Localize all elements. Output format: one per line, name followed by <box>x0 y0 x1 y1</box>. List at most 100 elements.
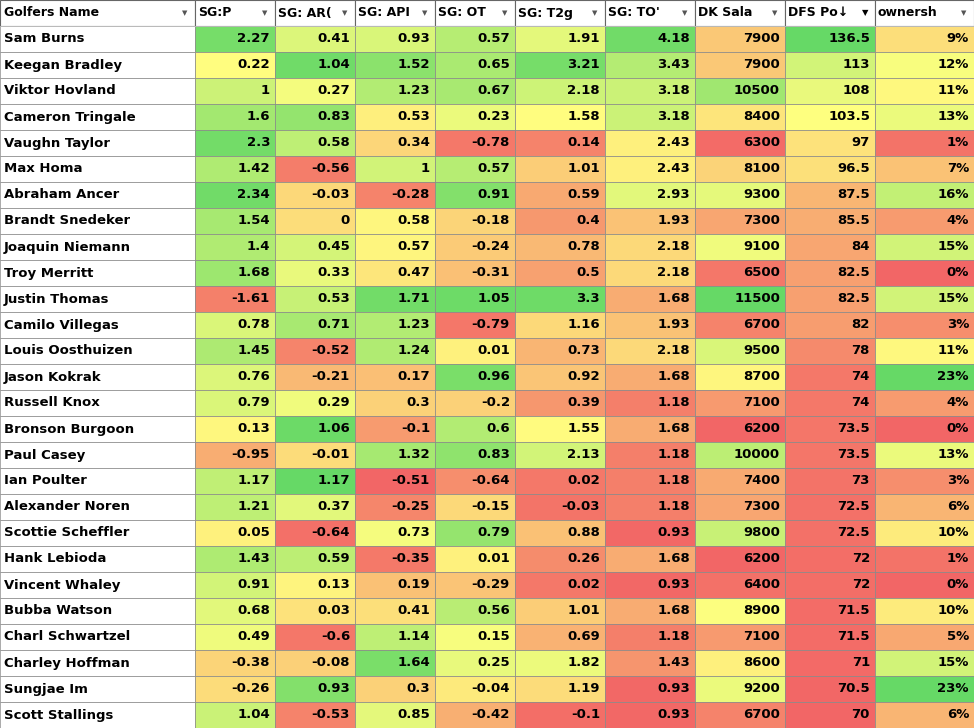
Text: 82.5: 82.5 <box>838 266 870 280</box>
Text: 0.13: 0.13 <box>238 422 270 435</box>
Bar <box>605 702 695 728</box>
Bar <box>0 520 195 546</box>
Bar <box>355 702 435 728</box>
Bar <box>0 156 195 182</box>
Text: 73.5: 73.5 <box>838 448 870 462</box>
Text: 1: 1 <box>421 162 430 175</box>
Bar <box>275 624 355 650</box>
Text: 3.3: 3.3 <box>577 293 600 306</box>
Text: -0.15: -0.15 <box>471 501 510 513</box>
Bar <box>515 52 605 78</box>
Bar <box>695 702 785 728</box>
Bar <box>195 650 275 676</box>
Text: 6700: 6700 <box>743 708 780 721</box>
Text: 1.6: 1.6 <box>246 111 270 124</box>
Bar <box>695 104 785 130</box>
Text: 2.43: 2.43 <box>657 136 690 149</box>
Bar <box>275 494 355 520</box>
Text: 1.21: 1.21 <box>238 501 270 513</box>
Text: 0.01: 0.01 <box>477 553 510 566</box>
Bar <box>0 130 195 156</box>
Text: 6%: 6% <box>947 708 969 721</box>
Text: ▼: ▼ <box>683 10 688 16</box>
Text: 1.68: 1.68 <box>657 553 690 566</box>
Text: 0.92: 0.92 <box>568 371 600 384</box>
Text: 0.76: 0.76 <box>238 371 270 384</box>
Bar <box>0 78 195 104</box>
Text: ▼: ▼ <box>262 10 268 16</box>
Text: -0.08: -0.08 <box>312 657 350 670</box>
Text: 2.27: 2.27 <box>238 33 270 45</box>
Bar <box>355 52 435 78</box>
Bar <box>515 624 605 650</box>
Bar <box>355 624 435 650</box>
Text: 1.68: 1.68 <box>657 422 690 435</box>
Bar <box>515 520 605 546</box>
Bar <box>515 104 605 130</box>
Bar <box>875 312 974 338</box>
Text: ownersh: ownersh <box>878 7 938 20</box>
Text: 1.68: 1.68 <box>657 371 690 384</box>
Bar <box>875 520 974 546</box>
Bar <box>435 26 515 52</box>
Text: 96.5: 96.5 <box>838 162 870 175</box>
Bar <box>605 676 695 702</box>
Bar <box>515 598 605 624</box>
Bar <box>355 468 435 494</box>
Text: 0.56: 0.56 <box>477 604 510 617</box>
Text: -0.04: -0.04 <box>471 683 510 695</box>
Text: 1.45: 1.45 <box>238 344 270 357</box>
Text: Golfers Name: Golfers Name <box>4 7 99 20</box>
Bar <box>0 624 195 650</box>
Bar <box>515 26 605 52</box>
Bar <box>435 234 515 260</box>
Text: 85.5: 85.5 <box>838 215 870 227</box>
Bar <box>195 702 275 728</box>
Bar <box>275 702 355 728</box>
Bar <box>875 598 974 624</box>
Text: 0.5: 0.5 <box>577 266 600 280</box>
Bar <box>875 260 974 286</box>
Text: 74: 74 <box>851 371 870 384</box>
Text: 0.78: 0.78 <box>567 240 600 253</box>
Text: -0.18: -0.18 <box>471 215 510 227</box>
Bar <box>435 702 515 728</box>
Bar <box>515 78 605 104</box>
Text: Jason Kokrak: Jason Kokrak <box>4 371 101 384</box>
Text: 1.68: 1.68 <box>238 266 270 280</box>
Bar <box>785 182 875 208</box>
Text: Vincent Whaley: Vincent Whaley <box>4 579 121 591</box>
Text: -0.79: -0.79 <box>471 319 510 331</box>
Text: Ian Poulter: Ian Poulter <box>4 475 87 488</box>
Text: -0.52: -0.52 <box>312 344 350 357</box>
Text: 0.93: 0.93 <box>657 526 690 539</box>
Text: -0.78: -0.78 <box>471 136 510 149</box>
Bar <box>355 676 435 702</box>
Bar <box>195 676 275 702</box>
Text: ▼: ▼ <box>423 10 428 16</box>
Bar <box>695 416 785 442</box>
Text: -0.2: -0.2 <box>481 397 510 409</box>
Bar <box>355 364 435 390</box>
Bar <box>695 156 785 182</box>
Bar <box>435 494 515 520</box>
Bar <box>195 338 275 364</box>
Text: 4%: 4% <box>947 397 969 409</box>
Bar <box>0 416 195 442</box>
Bar <box>275 598 355 624</box>
Bar <box>695 0 785 26</box>
Bar <box>435 650 515 676</box>
Bar <box>515 546 605 572</box>
Bar <box>435 52 515 78</box>
Bar <box>515 234 605 260</box>
Text: 1.64: 1.64 <box>397 657 430 670</box>
Bar <box>275 338 355 364</box>
Text: 0.67: 0.67 <box>477 84 510 98</box>
Bar <box>875 104 974 130</box>
Text: 0.69: 0.69 <box>567 630 600 644</box>
Text: 9800: 9800 <box>743 526 780 539</box>
Text: 1.23: 1.23 <box>397 84 430 98</box>
Text: 1.24: 1.24 <box>397 344 430 357</box>
Text: 8100: 8100 <box>743 162 780 175</box>
Text: ▼: ▼ <box>772 10 777 16</box>
